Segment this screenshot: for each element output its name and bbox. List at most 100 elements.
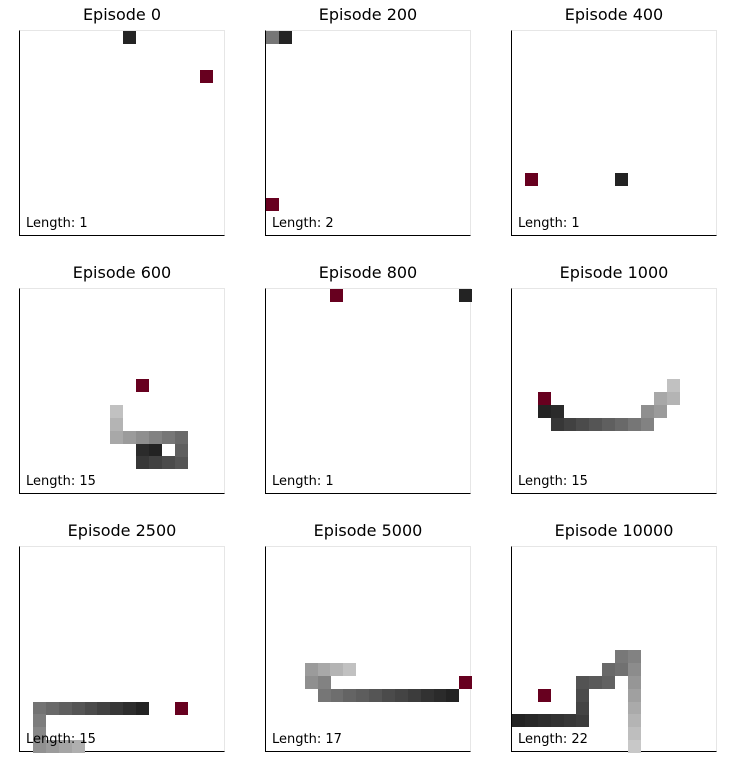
snake-segment	[343, 662, 357, 676]
snake-segment	[32, 727, 46, 741]
snake-segment	[97, 701, 111, 715]
snake-segment	[550, 417, 564, 431]
snake-segment	[550, 404, 564, 418]
snake-segment	[317, 675, 331, 689]
food-cell	[135, 379, 149, 393]
episode-title: Episode 400	[564, 5, 664, 24]
snake-segment	[317, 688, 331, 702]
snake-segment	[123, 701, 136, 715]
snake-segment	[459, 289, 473, 302]
episode-title: Episode 800	[318, 263, 418, 282]
snake-segment	[627, 701, 641, 715]
snake-segment	[653, 404, 667, 418]
snake-segment	[640, 417, 654, 431]
snake-segment	[420, 688, 434, 702]
episode-title: Episode 5000	[313, 521, 423, 540]
snake-segment	[615, 662, 628, 676]
snake-segment	[666, 392, 680, 405]
snake-segment	[32, 740, 46, 754]
snake-segment	[576, 417, 590, 431]
snake-segment	[135, 430, 149, 444]
snake-segment	[266, 31, 279, 44]
snake-segment	[135, 456, 149, 470]
snake-length-label: Length: 15	[26, 474, 96, 489]
episode-title: Episode 10000	[554, 521, 674, 540]
snake-segment	[512, 714, 525, 728]
snake-segment	[110, 430, 124, 444]
snake-segment	[589, 675, 603, 689]
snake-length-label: Length: 2	[272, 216, 334, 231]
episode-title: Episode 200	[318, 5, 418, 24]
snake-segment	[174, 430, 188, 444]
snake-segment	[576, 688, 590, 702]
episode-title: Episode 600	[72, 263, 172, 282]
snake-segment	[602, 417, 616, 431]
snake-segment	[627, 675, 641, 689]
snake-segment	[589, 417, 603, 431]
snake-segment	[615, 172, 628, 186]
food-cell	[537, 688, 551, 702]
snake-segment	[407, 688, 421, 702]
game-board: Length: 15	[511, 288, 717, 494]
snake-segment	[537, 714, 551, 728]
snake-segment	[394, 688, 408, 702]
snake-segment	[330, 688, 344, 702]
snake-length-label: Length: 1	[272, 474, 334, 489]
game-board: Length: 2	[265, 30, 471, 236]
snake-segment	[317, 662, 331, 676]
episode-title: Episode 1000	[559, 263, 669, 282]
game-board: Length: 1	[19, 30, 225, 236]
snake-segment	[174, 443, 188, 457]
snake-segment	[71, 701, 85, 715]
snake-segment	[148, 430, 162, 444]
snake-segment	[110, 701, 124, 715]
episode-title: Episode 2500	[67, 521, 177, 540]
snake-segment	[110, 404, 124, 418]
food-cell	[174, 701, 188, 715]
snake-segment	[343, 688, 357, 702]
food-cell	[200, 69, 214, 83]
snake-segment	[602, 662, 616, 676]
snake-segment	[615, 650, 628, 663]
snake-segment	[627, 662, 641, 676]
snake-segment	[446, 688, 460, 702]
snake-segment	[666, 379, 680, 393]
snake-segment	[627, 688, 641, 702]
snake-segment	[627, 714, 641, 728]
snake-segment	[45, 740, 59, 754]
snake-segment	[524, 714, 538, 728]
snake-segment	[174, 456, 188, 470]
snake-segment	[71, 740, 85, 754]
snake-length-label: Length: 1	[518, 216, 580, 231]
snake-segment	[640, 404, 654, 418]
snake-segment	[278, 31, 292, 44]
episode-title: Episode 0	[82, 5, 162, 24]
snake-segment	[627, 727, 641, 741]
snake-segment	[32, 714, 46, 728]
snake-segment	[433, 688, 447, 702]
snake-length-label: Length: 15	[26, 732, 96, 747]
snake-segment	[123, 430, 136, 444]
food-cell	[524, 172, 538, 186]
snake-length-label: Length: 22	[518, 732, 588, 747]
snake-segment	[58, 701, 72, 715]
snake-segment	[627, 417, 641, 431]
snake-segment	[304, 662, 318, 676]
snake-segment	[110, 417, 124, 431]
snake-segment	[161, 456, 175, 470]
snake-segment	[45, 701, 59, 715]
snake-segment	[148, 456, 162, 470]
snake-segment	[330, 662, 344, 676]
snake-length-label: Length: 17	[272, 732, 342, 747]
snake-segment	[356, 688, 370, 702]
snake-segment	[84, 701, 98, 715]
snake-segment	[58, 740, 72, 754]
snake-segment	[627, 740, 641, 754]
snake-segment	[381, 688, 395, 702]
food-cell	[330, 289, 344, 302]
game-board: Length: 15	[19, 546, 225, 754]
snake-segment	[576, 714, 590, 728]
snake-segment	[32, 701, 46, 715]
snake-segment	[135, 443, 149, 457]
snake-segment	[563, 714, 577, 728]
